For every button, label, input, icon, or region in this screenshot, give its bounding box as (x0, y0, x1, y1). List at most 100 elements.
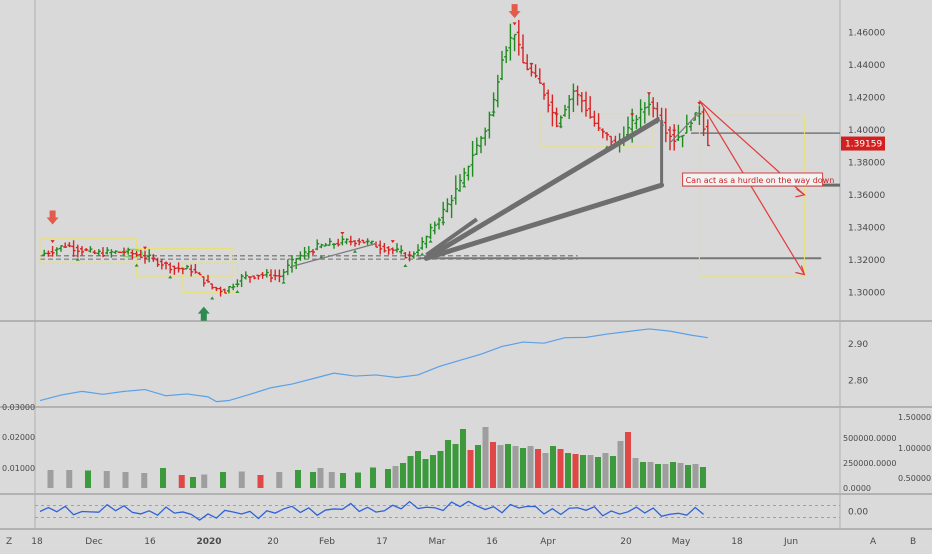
ohlc-bar (92, 250, 97, 255)
volume-bar (482, 427, 489, 488)
price-tick-label: 1.40000 (848, 126, 885, 136)
ohlc-bar (634, 115, 639, 130)
ohlc-bar (487, 111, 492, 139)
ohlc-bar (248, 276, 252, 283)
volume-bar (527, 446, 534, 488)
x-axis-tick-label: 20 (267, 537, 279, 547)
ohlc-bar (689, 120, 693, 131)
ohlc-bar (575, 85, 580, 106)
volume-bar (580, 455, 586, 488)
ohlc-bar (84, 248, 89, 252)
ohlc-bar (256, 274, 261, 280)
ohlc-bar (46, 250, 51, 257)
plot-area (35, 0, 840, 528)
corner-letter: A (870, 537, 877, 547)
ohlc-bar (59, 245, 63, 252)
ohlc-bar (273, 269, 278, 281)
ohlc-bar (294, 257, 299, 270)
x-axis-tick-label: Feb (319, 537, 335, 547)
ohlc-bar (596, 113, 601, 132)
ohlc-bar (185, 264, 189, 270)
pivot-high-marker (672, 129, 677, 133)
volume-bar (662, 464, 669, 488)
ohlc-bar (290, 255, 294, 273)
ohlc-bar (315, 239, 320, 251)
corner-letter: Z (6, 537, 12, 547)
volume-bar (677, 463, 684, 488)
ohlc-bar (445, 198, 450, 213)
ohlc-bar (525, 54, 530, 71)
ohlc-bar (382, 242, 387, 253)
volume-bar (625, 432, 631, 488)
volume-bar (201, 474, 208, 488)
price-tick-label: 1.46000 (848, 28, 885, 38)
volume-bar (647, 462, 654, 488)
sell-arrow-icon (46, 210, 59, 225)
projection-box (698, 114, 805, 277)
volume-tick-far-right: 1.50000 (898, 413, 931, 422)
volume-bar (445, 440, 451, 488)
volume-bar (178, 475, 185, 488)
x-axis-tick-label: Jun (783, 537, 798, 547)
pivot-high-marker (50, 240, 55, 244)
projection-arrowhead (795, 188, 806, 198)
oscillator-tick-label: 0.00 (848, 508, 868, 518)
volume-bar (700, 467, 706, 488)
ohlc-bar (571, 83, 576, 113)
price-tick-label: 1.36000 (848, 191, 885, 201)
ohlc-bar (500, 50, 504, 81)
projection-arrow (698, 100, 805, 275)
ohlc-bar (323, 243, 328, 247)
volume-bar (415, 451, 421, 488)
volume-bar (670, 462, 676, 488)
ohlc-bar (592, 110, 597, 127)
volume-bar (655, 464, 661, 488)
pivot-low-marker (491, 109, 496, 113)
ohlc-bar (101, 247, 105, 258)
ohlc-bar (227, 285, 231, 294)
ohlc-bar (390, 247, 395, 255)
x-axis-tick-label: 16 (144, 537, 156, 547)
price-tick-label: 1.44000 (848, 61, 885, 71)
ohlc-bar (340, 235, 345, 246)
ohlc-bar (201, 276, 206, 287)
ohlc-bar (143, 250, 147, 264)
volume-bar (610, 456, 616, 488)
corner-letter: B (910, 537, 916, 547)
volume-bar (317, 468, 324, 488)
ohlc-bar (378, 240, 383, 255)
pivot-low-marker (353, 249, 357, 253)
ohlc-bar (189, 264, 194, 277)
x-axis-tick-label: May (672, 537, 691, 547)
trend-line-small (669, 111, 700, 144)
volume-bar (565, 453, 571, 488)
ohlc-bar (437, 217, 441, 230)
ohlc-bar (168, 262, 173, 274)
ohlc-bar (386, 246, 391, 255)
x-axis-tick-label: 18 (31, 537, 43, 547)
ohlc-bar (193, 263, 198, 274)
ohlc-bar (285, 259, 290, 276)
ohlc-bar (474, 137, 479, 156)
volume-bar (467, 450, 474, 488)
volume-bar (497, 445, 504, 488)
pivot-low-marker (428, 239, 433, 243)
last-price-label: 1.39159 (845, 140, 882, 150)
ohlc-bar (206, 274, 210, 283)
pivot-low-marker (168, 275, 173, 279)
volume-bar (340, 473, 346, 488)
volume-bar (632, 458, 639, 488)
ohlc-bar (130, 249, 135, 260)
pivot-high-marker (647, 92, 651, 96)
ohlc-bar (365, 238, 370, 246)
pivot-low-marker (235, 290, 240, 293)
pivot-low-marker (403, 264, 408, 267)
pivot-low-marker (281, 280, 286, 284)
pivot-low-marker (134, 263, 139, 267)
ohlc-bar (521, 34, 525, 64)
volume-bar (640, 462, 646, 488)
ohlc-bar (54, 247, 59, 256)
volume-bar (617, 441, 624, 488)
ohlc-bar (605, 132, 609, 141)
ohlc-bar (550, 94, 555, 127)
